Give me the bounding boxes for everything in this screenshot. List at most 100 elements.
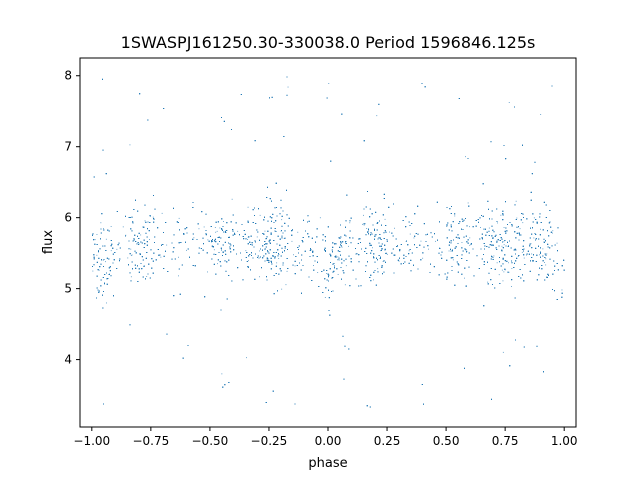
data-point — [317, 272, 319, 273]
data-points — [92, 76, 565, 408]
data-point — [469, 226, 470, 228]
data-point — [450, 250, 452, 252]
data-point — [362, 223, 363, 225]
data-point — [469, 244, 471, 246]
data-point — [374, 234, 376, 236]
data-point — [131, 254, 133, 256]
data-point — [245, 250, 247, 252]
data-point — [377, 268, 379, 270]
data-point — [144, 220, 146, 222]
data-point — [294, 265, 296, 267]
data-point — [469, 237, 471, 239]
data-point — [293, 254, 294, 256]
data-point — [542, 248, 544, 250]
data-point — [389, 231, 390, 233]
data-point — [108, 274, 110, 275]
data-point — [422, 257, 424, 259]
data-point — [259, 276, 260, 278]
data-point — [501, 245, 503, 247]
data-point — [420, 240, 422, 242]
data-point — [439, 247, 441, 249]
data-point — [515, 200, 517, 202]
data-point — [215, 231, 217, 233]
data-point — [276, 262, 278, 264]
data-point — [508, 102, 510, 103]
data-point — [125, 234, 127, 236]
data-point — [313, 265, 314, 266]
data-point — [467, 202, 469, 204]
data-point — [98, 269, 100, 271]
data-point — [376, 115, 378, 117]
data-point — [328, 274, 330, 276]
data-point — [409, 233, 411, 235]
data-point — [488, 227, 490, 229]
data-point — [480, 227, 481, 228]
data-point — [545, 264, 547, 266]
data-point — [508, 262, 509, 264]
data-point — [207, 271, 208, 273]
data-point — [446, 225, 448, 227]
data-point — [214, 227, 216, 228]
data-point — [102, 259, 104, 261]
data-point — [355, 253, 357, 255]
data-point — [521, 251, 523, 253]
data-point — [508, 245, 509, 246]
data-point — [339, 259, 341, 261]
data-point — [492, 244, 494, 246]
data-point — [319, 217, 321, 219]
data-point — [152, 216, 154, 218]
data-point — [207, 239, 209, 241]
data-point — [503, 227, 505, 228]
data-point — [264, 230, 266, 232]
data-point — [496, 262, 498, 264]
data-point — [492, 257, 494, 259]
data-point — [214, 239, 216, 241]
data-point — [229, 243, 231, 245]
data-point — [501, 269, 503, 271]
data-point — [543, 241, 545, 242]
data-point — [530, 243, 532, 245]
data-point — [127, 257, 129, 259]
data-point — [105, 261, 106, 263]
data-point — [428, 248, 429, 250]
data-point — [384, 218, 386, 220]
data-point — [297, 231, 299, 233]
data-point — [526, 254, 527, 256]
data-point — [143, 266, 145, 267]
data-point — [248, 260, 249, 262]
data-point — [103, 228, 104, 230]
data-point — [96, 234, 98, 235]
data-point — [193, 237, 195, 239]
data-point — [130, 276, 132, 278]
data-point — [247, 236, 249, 238]
data-point — [503, 244, 505, 246]
data-point — [508, 271, 510, 273]
data-point — [213, 249, 215, 251]
data-point — [291, 240, 293, 242]
data-point — [104, 283, 105, 285]
data-point — [344, 284, 346, 286]
data-point — [545, 258, 547, 260]
data-point — [102, 245, 104, 247]
data-point — [349, 222, 351, 224]
data-point — [247, 206, 249, 208]
data-point — [130, 255, 132, 256]
data-point — [178, 217, 180, 219]
data-point — [546, 253, 548, 255]
data-point — [186, 249, 187, 251]
data-point — [286, 270, 288, 272]
data-point — [283, 238, 285, 239]
data-point — [363, 214, 364, 216]
data-point — [149, 239, 150, 240]
data-point — [259, 250, 260, 252]
data-point — [129, 144, 131, 146]
data-point — [503, 271, 505, 273]
data-point — [523, 257, 525, 259]
data-point — [264, 248, 265, 250]
data-point — [540, 228, 541, 230]
data-point — [380, 250, 382, 252]
data-point — [116, 248, 118, 250]
data-point — [280, 230, 282, 232]
data-point — [256, 236, 258, 238]
data-point — [405, 241, 407, 242]
